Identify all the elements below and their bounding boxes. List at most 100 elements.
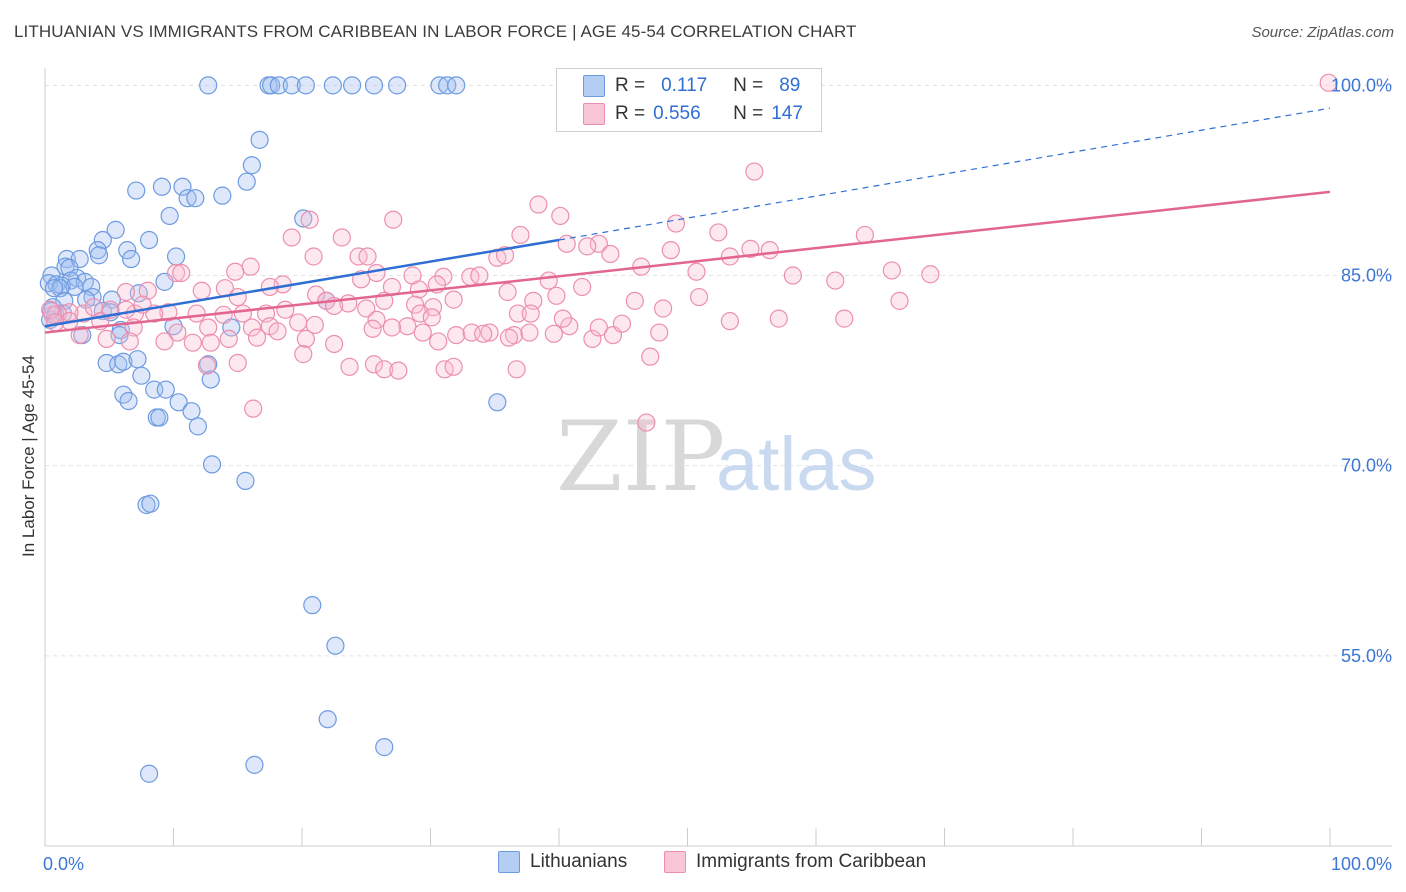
data-point [434,267,453,286]
data-point [687,262,706,281]
data-point [303,596,322,615]
data-point [109,355,128,374]
data-point [247,328,267,347]
data-point [160,206,179,226]
data-point [262,76,281,95]
data-point [119,391,138,411]
data-point [282,228,301,247]
data-point [244,399,263,418]
y-tick-label: 70.0% [1341,456,1392,476]
data-point [97,329,116,349]
series-lithuanians [39,76,507,783]
data-point [289,313,308,332]
data-point [132,366,151,385]
legend-row-caribbean: R = 0.556 N = 147 [583,101,803,127]
data-point [553,309,572,328]
data-point [282,76,301,95]
data-point [89,246,109,265]
data-point [641,347,660,366]
data-point [139,764,159,783]
legend-label-caribbean: Immigrants from Caribbean [696,851,927,872]
y-tick-label: 100.0% [1331,75,1392,95]
data-point [769,309,788,328]
data-point [116,300,136,319]
data-point [118,241,137,260]
y-tick-label: 55.0% [1341,646,1392,666]
data-point [121,249,141,269]
chart-source: Source: ZipAtlas.com [1251,24,1394,41]
data-point [521,304,540,323]
data-point [653,299,673,318]
data-point [470,266,489,285]
data-point [601,244,620,264]
series-caribbean [41,73,1338,432]
data-point [783,266,802,285]
data-point [741,239,760,258]
data-point [199,318,218,337]
data-point [637,413,656,432]
data-point [183,333,202,352]
data-point [138,281,157,300]
data-point [93,230,112,250]
data-point [323,76,342,95]
data-point [166,263,186,283]
chart-title: LITHUANIAN VS IMMIGRANTS FROM CARIBBEAN … [14,22,857,41]
watermark: ZIP atlas [556,401,877,513]
data-point [228,287,247,307]
data-point [201,333,220,352]
data-point [187,304,206,323]
data-point [268,322,287,341]
data-point [236,471,255,490]
data-point [300,210,319,229]
data-point [169,393,188,412]
legend-item-lithuanians: Lithuanians [498,851,627,873]
data-point [447,326,466,345]
data-point [409,280,429,299]
data-point [650,323,669,342]
data-point [114,352,133,371]
data-point [389,361,408,380]
legend-swatch-blue [583,75,605,97]
data-point [480,323,499,342]
data-point [589,234,608,253]
data-point [462,323,481,342]
data-point [367,263,386,283]
data-point [709,223,728,242]
stats-legend: R = 0.117 N = 89 R = 0.556 N = 147 [556,68,822,132]
legend-swatch-pink [583,103,605,125]
data-point [188,417,208,436]
data-point [172,263,191,283]
data-point [398,317,417,336]
data-point [106,220,125,239]
data-point [382,318,402,337]
data-point [250,130,269,149]
data-point [520,323,539,342]
data-point [202,455,222,474]
data-point [237,172,256,191]
data-point [573,277,592,297]
data-point [242,318,261,337]
data-point [245,755,264,774]
legend-row-lithuanians: R = 0.117 N = 89 [583,73,800,99]
data-point [364,76,384,95]
data-point [294,345,313,364]
legend-swatch-pink [664,851,686,873]
data-point [447,76,466,95]
data-point [166,247,186,266]
data-point [325,334,344,354]
data-point [363,319,382,338]
data-point [508,304,527,323]
trend-line-lithuanians [44,238,560,328]
data-point [242,156,261,175]
tick-labels: 55.0% 70.0% 85.0% 100.0% 0.0% 100.0% In Labor … [19,75,1392,874]
data-point [150,408,169,427]
data-point [583,329,602,349]
data-point [201,370,220,389]
data-point [384,210,403,229]
data-point [116,282,136,302]
legend-r-label: R = [615,103,646,124]
legend-n-value: 147 [771,103,803,124]
data-point [589,318,608,337]
data-point [529,195,548,214]
data-point [405,295,425,314]
